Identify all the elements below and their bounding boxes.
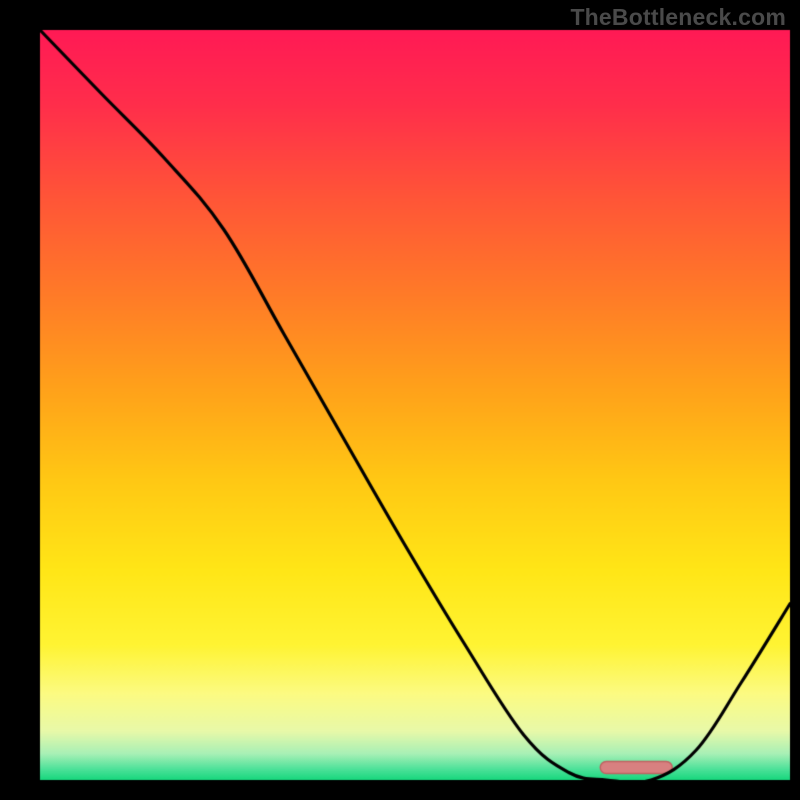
watermark-text: TheBottleneck.com [570,4,786,31]
bottleneck-chart-canvas [0,0,800,800]
chart-container: TheBottleneck.com [0,0,800,800]
